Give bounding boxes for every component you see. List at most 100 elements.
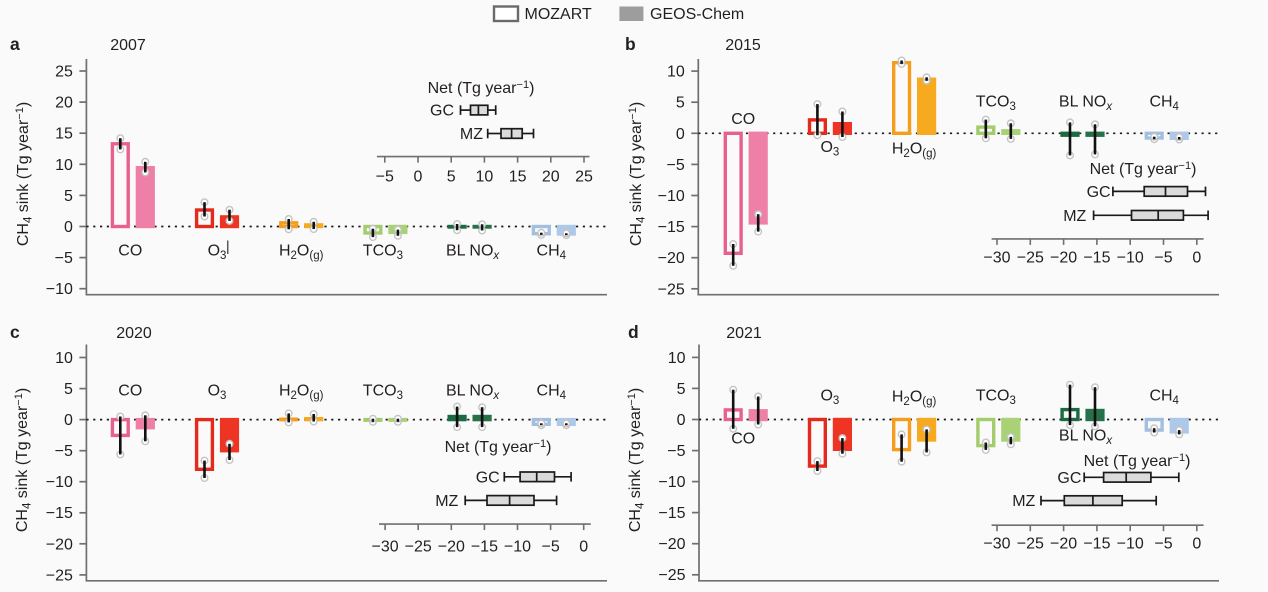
svg-text:0: 0	[676, 126, 685, 143]
svg-text:0: 0	[579, 538, 588, 555]
svg-text:GC: GC	[476, 469, 500, 486]
svg-text:CO: CO	[731, 111, 755, 128]
svg-text:0: 0	[677, 412, 686, 429]
svg-text:TCO3: TCO3	[976, 94, 1016, 114]
svg-text:MZ: MZ	[1012, 493, 1035, 510]
svg-text:−5: −5	[55, 250, 73, 267]
svg-text:−5: −5	[376, 169, 394, 186]
svg-text:a: a	[10, 34, 20, 54]
svg-text:−15: −15	[46, 505, 73, 522]
svg-text:GEOS-Chem: GEOS-Chem	[650, 6, 744, 23]
svg-text:−30: −30	[372, 538, 399, 555]
svg-text:−5: −5	[1154, 536, 1172, 553]
svg-text:GC: GC	[1057, 470, 1081, 487]
svg-text:0: 0	[64, 219, 73, 236]
svg-text:MZ: MZ	[1063, 208, 1086, 225]
svg-text:CO: CO	[731, 430, 755, 447]
svg-text:−5: −5	[541, 538, 559, 555]
svg-text:CH4: CH4	[1149, 94, 1179, 114]
svg-text:Net (Tg year−1): Net (Tg year−1)	[428, 79, 535, 97]
svg-text:BL NOx: BL NOx	[446, 243, 500, 263]
svg-text:−5: −5	[1154, 250, 1172, 267]
svg-text:b: b	[625, 34, 636, 54]
svg-text:TCO3: TCO3	[363, 383, 403, 403]
svg-text:BL NOx: BL NOx	[446, 383, 500, 403]
svg-text:−15: −15	[471, 538, 498, 555]
svg-text:MOZART: MOZART	[525, 6, 592, 23]
svg-text:0: 0	[1192, 536, 1201, 553]
svg-text:5: 5	[447, 169, 456, 186]
svg-text:−5: −5	[667, 443, 685, 460]
svg-text:−10: −10	[658, 188, 685, 205]
svg-text:2020: 2020	[116, 325, 152, 342]
svg-text:10: 10	[668, 350, 686, 367]
svg-text:−20: −20	[658, 250, 685, 267]
svg-text:0: 0	[64, 412, 73, 429]
svg-text:0: 0	[1192, 250, 1201, 267]
svg-text:0: 0	[414, 169, 423, 186]
svg-text:CH4: CH4	[537, 383, 567, 403]
svg-text:−20: −20	[46, 536, 73, 553]
svg-text:5: 5	[64, 188, 73, 205]
svg-text:−20: −20	[438, 538, 465, 555]
svg-text:TCO3: TCO3	[363, 243, 403, 263]
svg-text:MZ: MZ	[460, 126, 483, 143]
svg-text:−25: −25	[1017, 536, 1044, 553]
svg-text:15: 15	[55, 126, 73, 143]
svg-text:−25: −25	[405, 538, 432, 555]
svg-text:25: 25	[55, 64, 73, 81]
svg-text:−15: −15	[1083, 536, 1110, 553]
svg-text:Net (Tg year−1): Net (Tg year−1)	[1090, 160, 1197, 178]
svg-text:−5: −5	[667, 157, 685, 174]
svg-text:5: 5	[64, 381, 73, 398]
svg-text:2021: 2021	[726, 325, 762, 342]
svg-text:CH4 sink (Tg year−1): CH4 sink (Tg year−1)	[627, 102, 648, 246]
svg-text:−20: −20	[1050, 250, 1077, 267]
svg-text:15: 15	[509, 169, 527, 186]
svg-text:CH4 sink (Tg year−1): CH4 sink (Tg year−1)	[626, 388, 647, 532]
svg-text:10: 10	[55, 157, 73, 174]
svg-text:−10: −10	[46, 474, 73, 491]
svg-text:−20: −20	[1050, 536, 1077, 553]
svg-text:−30: −30	[983, 250, 1010, 267]
svg-text:CH4 sink (Tg year−1): CH4 sink (Tg year−1)	[14, 102, 35, 246]
svg-text:c: c	[10, 322, 20, 342]
svg-text:5: 5	[676, 95, 685, 112]
svg-text:Net (Tg year−1): Net (Tg year−1)	[445, 438, 552, 456]
svg-text:CO: CO	[118, 383, 142, 400]
svg-text:20: 20	[55, 95, 73, 112]
svg-text:CH4: CH4	[1149, 388, 1179, 408]
svg-text:−10: −10	[46, 281, 73, 298]
svg-text:10: 10	[476, 169, 494, 186]
svg-text:10: 10	[55, 350, 73, 367]
svg-text:−15: −15	[1083, 250, 1110, 267]
svg-text:−10: −10	[504, 538, 531, 555]
svg-text:CH4: CH4	[537, 243, 567, 263]
svg-text:20: 20	[542, 169, 560, 186]
svg-text:BL NOx: BL NOx	[1059, 428, 1113, 448]
svg-text:−10: −10	[1117, 536, 1144, 553]
svg-text:−20: −20	[658, 536, 685, 553]
svg-text:BL NOx: BL NOx	[1059, 94, 1113, 114]
svg-text:GC: GC	[430, 103, 454, 120]
svg-text:2007: 2007	[110, 37, 146, 54]
svg-text:−15: −15	[658, 505, 685, 522]
svg-text:MZ: MZ	[435, 493, 458, 510]
svg-text:−15: −15	[658, 219, 685, 236]
svg-text:−30: −30	[983, 536, 1010, 553]
svg-text:−10: −10	[658, 474, 685, 491]
svg-text:10: 10	[667, 64, 685, 81]
svg-text:2015: 2015	[725, 37, 761, 54]
svg-text:d: d	[628, 322, 639, 342]
svg-text:−25: −25	[658, 567, 685, 584]
svg-text:GC: GC	[1087, 184, 1111, 201]
svg-text:−25: −25	[46, 567, 73, 584]
svg-text:−5: −5	[55, 443, 73, 460]
svg-text:−10: −10	[1117, 250, 1144, 267]
svg-text:−25: −25	[658, 281, 685, 298]
svg-text:5: 5	[677, 381, 686, 398]
svg-text:CO: CO	[118, 243, 142, 260]
svg-text:25: 25	[575, 169, 593, 186]
svg-text:−25: −25	[1017, 250, 1044, 267]
svg-text:TCO3: TCO3	[976, 388, 1016, 408]
